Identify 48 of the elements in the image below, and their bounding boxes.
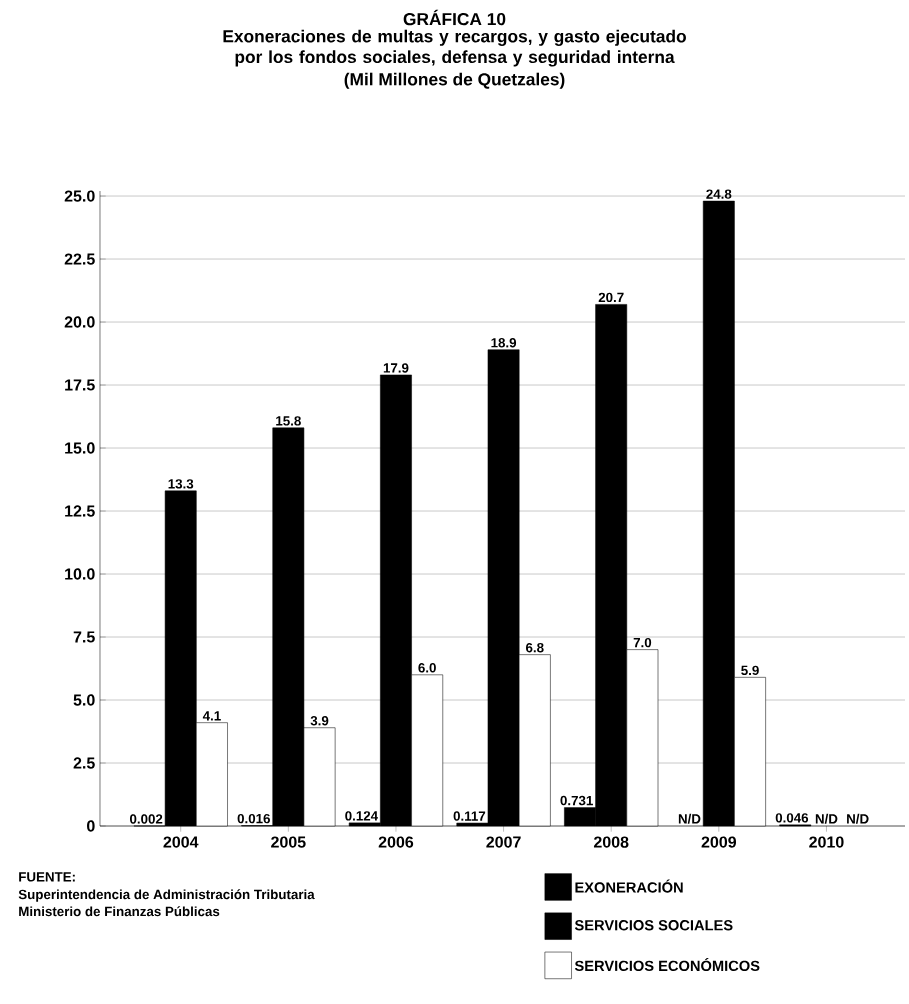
y-tick-label: 15.0: [65, 442, 95, 454]
data-label: 4.1: [202, 711, 221, 721]
data-label: 20.7: [598, 292, 624, 303]
data-label: 0.117: [453, 811, 486, 821]
data-label: 0.731: [560, 795, 593, 806]
chart-subtitle: Exoneraciones de multas y recargos, y gasto ejecutado por los fondos sociales, defensa y seguridad interna: [223, 29, 686, 67]
y-tick-label: 12.5: [65, 505, 95, 517]
data-label: 0.002: [130, 814, 163, 824]
text: Ministerio de Finanzas Públicas: [19, 906, 220, 917]
data-label: 18.9: [491, 338, 517, 348]
y-tick-label: 5.0: [73, 694, 95, 706]
chart-title: GRÁFICA 10: [403, 9, 506, 26]
data-label: 7.0: [633, 637, 652, 648]
data-label: 6.8: [526, 642, 544, 653]
x-tick-label: 2007: [486, 836, 521, 848]
x-tick-label: 2005: [271, 836, 306, 848]
data-label: 0.124: [345, 811, 378, 821]
text: (Mil Millones de Quetzales): [344, 72, 565, 89]
x-tick-label: 2008: [593, 836, 629, 848]
text: N/D: [678, 813, 701, 824]
data-label: 15.8: [276, 416, 301, 426]
y-tick-label: 25.0: [64, 190, 95, 202]
data-label: 24.8: [706, 189, 732, 199]
legend-label: EXONERACIÓN: [575, 879, 683, 893]
y-tick-label: 2.5: [73, 757, 95, 769]
data-label: 0.046: [775, 813, 809, 823]
y-tick-label: 22.5: [64, 253, 95, 265]
x-tick-label: 2006: [378, 836, 414, 848]
text: N/D: [815, 813, 838, 824]
x-tick-label: 2010: [809, 836, 844, 848]
legend-label: SERVICIOS ECONÓMICOS: [574, 957, 760, 972]
data-label: 17.9: [383, 363, 409, 373]
text: N/D: [847, 813, 869, 824]
y-tick-label: 7.5: [73, 631, 95, 643]
x-tick-label: 2004: [163, 836, 199, 848]
data-label: 5.9: [741, 665, 759, 676]
y-tick-label: 20.0: [64, 316, 95, 328]
data-label: 6.0: [418, 663, 436, 673]
data-label: 3.9: [310, 716, 329, 726]
legend-label: SERVICIOS SOCIALES: [574, 920, 733, 931]
source-note: FUENTE:: [19, 872, 75, 882]
data-label: 13.3: [168, 479, 194, 489]
y-tick-label: 17.5: [65, 379, 95, 391]
y-tick-label: 0: [87, 820, 95, 832]
text: Superintendencia de Administración Tributaria: [18, 889, 315, 902]
y-tick-label: 10.0: [65, 568, 95, 580]
data-label: 0.016: [237, 813, 270, 824]
x-tick-label: 2009: [701, 836, 737, 848]
